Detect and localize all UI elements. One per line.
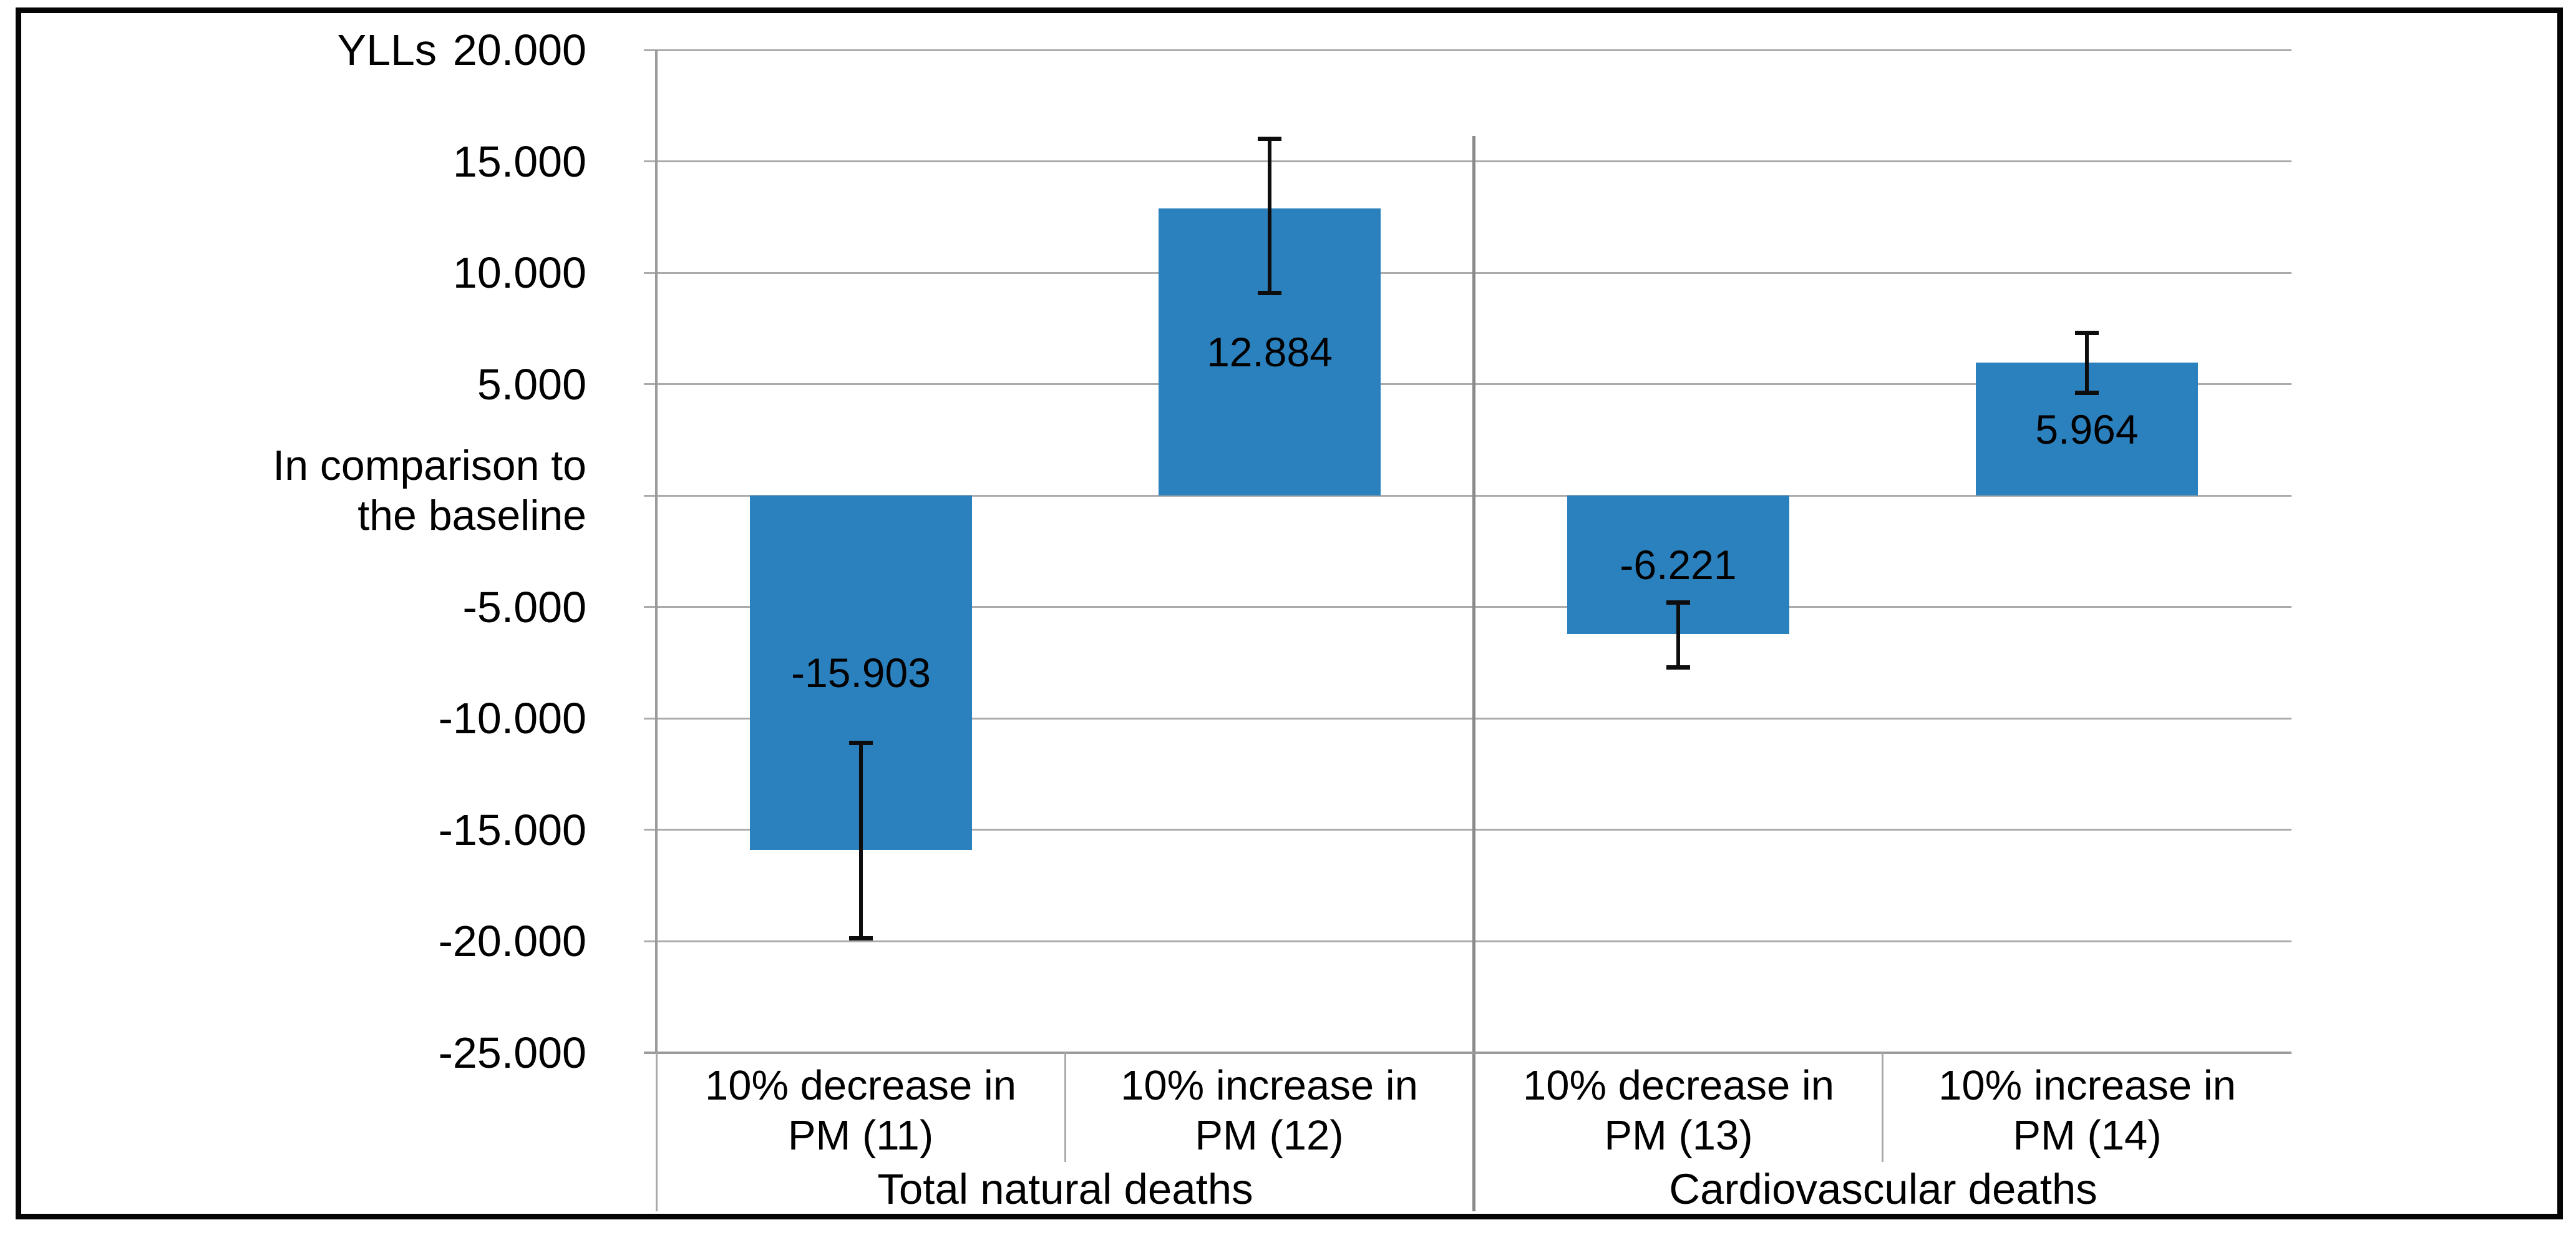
category-label-line: PM (14) xyxy=(2013,1112,2162,1159)
error-bar xyxy=(1676,603,1680,668)
error-bar xyxy=(1268,139,1271,293)
group-label: Total natural deaths xyxy=(877,1165,1253,1213)
error-bar-cap-bottom xyxy=(1258,291,1281,295)
error-bar-cap-top xyxy=(1666,600,1690,605)
y-gridline xyxy=(644,495,2292,497)
y-gridline xyxy=(644,829,2292,831)
category-label-line: 10% increase in xyxy=(1120,1062,1418,1109)
category-cell: 10% decrease in PM (13) xyxy=(1474,1061,1883,1161)
error-bar xyxy=(859,743,863,938)
y-tick-label: 10.000 xyxy=(452,248,586,297)
error-bar xyxy=(2085,333,2089,393)
category-label-line: 10% decrease in xyxy=(704,1062,1017,1109)
error-bar-cap-top xyxy=(2075,331,2099,335)
category-cell: 10% decrease in PM (11) xyxy=(656,1061,1065,1161)
y-gridline xyxy=(644,718,2292,720)
error-bar-cap-top xyxy=(1258,137,1281,141)
category-axis-line xyxy=(644,1052,2292,1054)
y-axis-unit-label: YLLs xyxy=(337,26,437,74)
y-tick-label: -15.000 xyxy=(438,806,586,854)
error-bar-cap-bottom xyxy=(1666,665,1690,670)
bar-value-label: 12.884 xyxy=(1207,329,1333,375)
y-gridline xyxy=(644,940,2292,942)
y-tick-label: 15.000 xyxy=(452,137,586,186)
y-tick-label: 20.000 xyxy=(452,26,586,74)
category-separator-line xyxy=(1064,1053,1066,1162)
category-label-line: PM (12) xyxy=(1195,1112,1344,1159)
chart-border xyxy=(16,7,2563,1219)
category-cell: 10% increase in PM (12) xyxy=(1065,1061,1474,1161)
y-tick-label: -5.000 xyxy=(462,583,586,632)
y-axis-baseline-label-line2: the baseline xyxy=(357,492,586,539)
y-gridline xyxy=(644,49,2292,51)
category-cell: 10% increase in PM (14) xyxy=(1883,1061,2292,1161)
y-tick-label: -20.000 xyxy=(438,917,586,965)
bar-value-label: 5.964 xyxy=(2035,406,2139,452)
category-label-line: PM (13) xyxy=(1604,1112,1753,1159)
y-gridline xyxy=(644,160,2292,162)
y-axis-line xyxy=(655,50,658,1053)
category-separator-line xyxy=(1882,1053,1883,1162)
error-bar-cap-bottom xyxy=(849,936,873,940)
error-bar-cap-top xyxy=(849,741,873,745)
y-gridline xyxy=(644,383,2292,385)
group-label: Cardiovascular deaths xyxy=(1669,1165,2097,1213)
category-area-left-line xyxy=(656,1053,658,1211)
y-tick-label: 5.000 xyxy=(477,360,586,409)
category-label-line: 10% decrease in xyxy=(1522,1062,1835,1109)
y-axis-baseline-label: In comparison to the baseline xyxy=(187,441,586,540)
category-label-line: 10% increase in xyxy=(1938,1062,2236,1109)
y-gridline xyxy=(644,606,2292,608)
bar-value-label: -15.903 xyxy=(791,650,931,696)
bar-value-label: -6.221 xyxy=(1620,542,1737,588)
group-divider-line xyxy=(1472,136,1475,1211)
category-label-line: PM (11) xyxy=(787,1112,934,1159)
y-axis-baseline-label-line1: In comparison to xyxy=(273,442,586,489)
y-gridline xyxy=(644,272,2292,274)
error-bar-cap-bottom xyxy=(2075,391,2099,395)
y-tick-label: -10.000 xyxy=(438,694,586,743)
y-tick-label: -25.000 xyxy=(438,1028,586,1077)
